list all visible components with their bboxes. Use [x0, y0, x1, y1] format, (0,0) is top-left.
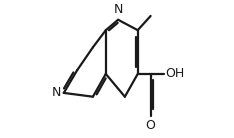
Text: OH: OH: [165, 67, 185, 80]
Text: O: O: [146, 119, 156, 132]
Text: N: N: [113, 3, 123, 16]
Text: N: N: [52, 86, 61, 99]
